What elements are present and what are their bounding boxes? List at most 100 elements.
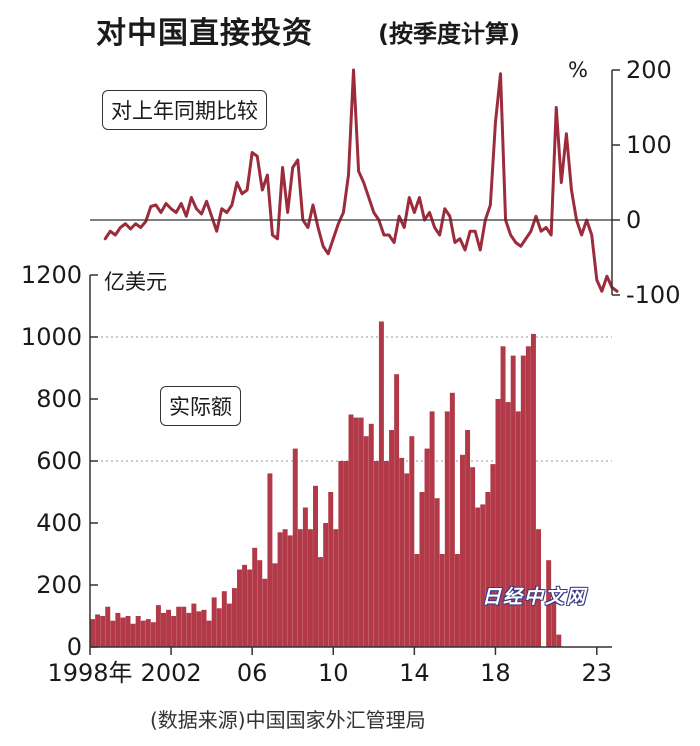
bar [480,504,486,647]
chart-subtitle: (按季度计算) [378,20,520,48]
bar [110,620,116,647]
line-y-tick-label: 200 [626,56,672,84]
bar [515,411,521,647]
bar [191,603,197,647]
bar [135,616,141,647]
bar [221,591,227,647]
yoy-line [103,68,619,293]
bar [500,346,506,647]
chart-title: 对中国直接投资 [96,16,313,51]
bar [424,448,430,647]
line-y-tick-label: 100 [626,131,672,159]
bar [399,457,405,647]
bar [216,608,222,647]
bar [196,611,202,647]
bar [444,411,450,647]
bar [368,423,374,647]
bar [439,554,445,647]
x-tick-label: 18 [480,659,511,687]
bar [358,417,364,647]
bar [363,436,369,647]
bar [166,609,172,647]
bar [292,448,298,647]
bar [520,355,526,647]
bar [373,461,379,647]
bar [252,547,258,647]
line-y-tick-label: -100 [626,281,680,309]
bar [495,399,501,647]
x-tick-label: 10 [318,659,349,687]
bar [181,606,187,647]
bar [510,355,516,647]
bar [475,507,481,647]
bar [328,492,334,647]
x-tick-label: 2002 [141,659,202,687]
bar-unit-label: 亿美元 [104,270,167,294]
bar [262,578,268,647]
line-y-tick-label: 0 [626,206,641,234]
bar [343,461,349,647]
bar [404,473,410,647]
bar [155,605,161,647]
bar [231,588,237,647]
x-tick-label: 14 [399,659,430,687]
bar [282,529,288,647]
bar [409,436,415,647]
bar [171,616,177,647]
bar [449,392,455,647]
bar [546,560,552,647]
line-chart-label: 对上年同期比较 [102,90,267,130]
bar [394,374,400,647]
bar-series [90,321,562,647]
bar [389,430,395,647]
axes [89,69,620,655]
bar-y-tick-label: 1200 [21,261,82,289]
bar [90,619,96,647]
bar-y-tick-label: 200 [36,571,82,599]
bar [130,623,136,647]
bar [490,464,496,647]
bar [551,600,557,647]
bar [353,417,359,647]
bar [226,603,232,647]
bar [323,523,329,647]
bar [525,346,531,647]
bar [145,619,151,647]
bar [100,616,106,647]
bar [105,606,111,647]
bar [272,563,278,647]
bar [536,529,541,647]
bar-y-tick-label: 800 [36,385,82,413]
bar [237,569,242,647]
bar [414,554,420,647]
bar [505,402,511,647]
bar [120,617,126,647]
bar [201,609,207,647]
bar [267,473,273,647]
line-series [103,68,619,293]
bar-y-tick-label: 600 [36,447,82,475]
bar [378,321,384,647]
bar [333,529,339,647]
bar [140,620,146,647]
bar [454,554,460,647]
bar [429,411,435,647]
bar [186,612,192,647]
bar [247,569,253,647]
bar-y-tick-label: 0 [67,633,82,661]
bar [485,492,491,647]
bar [211,597,217,647]
bar [318,557,324,647]
bar [161,612,166,647]
line-unit-label: % [568,58,588,82]
bar [338,461,344,647]
bar-y-tick-label: 400 [36,509,82,537]
bar [115,612,121,647]
bar [465,430,471,647]
x-tick-label: 23 [582,659,613,687]
bar [176,606,182,647]
bar [313,485,319,647]
bar [125,616,131,647]
bar [95,614,101,647]
